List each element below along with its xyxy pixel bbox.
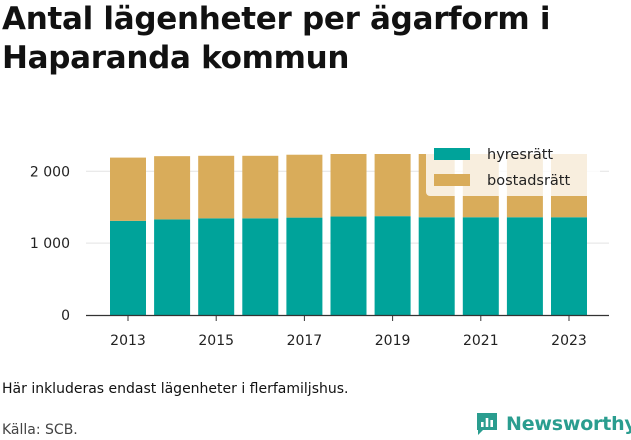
bar-bostadsratt [154, 156, 191, 220]
bar-bostadsratt [374, 154, 411, 217]
x-tick-label: 2021 [463, 333, 499, 349]
bar-bostadsratt [198, 155, 235, 219]
x-tick-label: 2013 [110, 333, 146, 349]
y-tick-label: 2 000 [30, 164, 70, 180]
bar-hyresratt [551, 217, 587, 315]
bar-hyresratt [154, 219, 191, 315]
stacked-bar-chart: 0 1 000 2 000 2013 2015 2017 2019 2021 2023 hyre… [29, 140, 609, 349]
legend-label-hyresratt: hyresrätt [487, 147, 553, 163]
chart-title: Antal lägenheter per ägarform i Haparand… [2, 1, 551, 76]
source-note: Källa: SCB. [2, 422, 78, 438]
legend-swatch-hyresratt [434, 148, 470, 160]
bar-hyresratt [506, 217, 543, 315]
axes: 0 1 000 2 000 2013 2015 2017 2019 2021 2023 [30, 164, 609, 349]
bar-hyresratt [286, 217, 323, 315]
x-tick-label: 2015 [198, 333, 234, 349]
bar-hyresratt [374, 216, 411, 315]
legend-label-bostadsratt: bostadsrätt [487, 173, 570, 189]
newsworthy-logo[interactable]: Newsworthy [475, 408, 631, 440]
chart-bubble-icon [477, 413, 497, 435]
bar-bostadsratt [110, 157, 146, 221]
bar-bostadsratt [330, 154, 367, 217]
bar-hyresratt [110, 220, 146, 315]
bar-hyresratt [242, 218, 279, 315]
bar-hyresratt [198, 218, 235, 315]
bar-bostadsratt [286, 154, 323, 218]
bar-hyresratt [330, 216, 367, 315]
bar-hyresratt [418, 217, 455, 315]
x-tick-label: 2019 [375, 333, 411, 349]
footnote: Här inkluderas endast lägenheter i flerf… [2, 381, 349, 397]
legend: hyresrätt bostadsrätt [426, 140, 600, 196]
y-tick-label: 1 000 [30, 236, 70, 252]
x-tick-label: 2023 [551, 333, 587, 349]
bar-hyresratt [462, 217, 499, 315]
x-tick-label: 2017 [287, 333, 323, 349]
legend-swatch-bostadsratt [434, 174, 470, 186]
brand-name: Newsworthy [506, 413, 631, 435]
y-tick-label: 0 [61, 308, 70, 324]
bar-bostadsratt [242, 155, 279, 219]
